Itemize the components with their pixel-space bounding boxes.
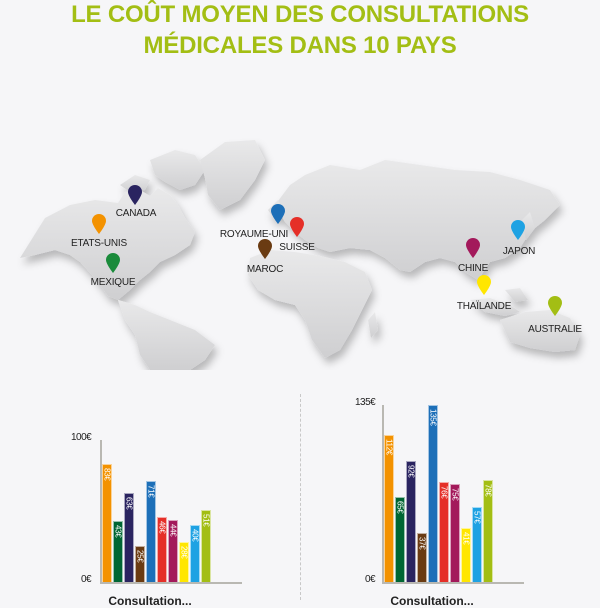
bar: 28€: [179, 542, 189, 582]
country-label: ROYAUME-UNI: [219, 229, 289, 240]
bar: 63€: [124, 493, 134, 582]
bar-value-label: 135€: [428, 409, 438, 426]
bar-value-label: 51€: [201, 514, 211, 527]
map-pin-icon: [270, 203, 286, 225]
country-label: SUISSE: [279, 242, 315, 253]
map-pin-icon: [476, 274, 492, 296]
map-pin-icon: [465, 237, 481, 259]
world-map: [0, 80, 600, 370]
title-line-1: LE COÛT MOYEN DES CONSULTATIONS: [71, 1, 529, 28]
title-line-2: MÉDICALES DANS 10 PAYS: [143, 32, 457, 59]
bar: 92€: [406, 461, 416, 582]
bar: 43€: [113, 521, 123, 582]
bar-value-label: 40€: [190, 529, 200, 542]
bar: 37€: [417, 533, 427, 582]
country-label: JAPON: [502, 246, 536, 257]
bar: 75€: [450, 484, 460, 582]
x-axis-caption: Consultation...: [108, 594, 192, 608]
bar-value-label: 92€: [406, 465, 416, 478]
bar-value-label: 78€: [483, 484, 493, 497]
bar: 25€: [135, 546, 145, 582]
bar-value-label: 63€: [124, 497, 134, 510]
country-label: ETATS-UNIS: [71, 238, 127, 249]
country-label: AUSTRALIE: [528, 324, 582, 335]
y-tick-min: 0€: [365, 574, 376, 585]
bar-value-label: 71€: [146, 485, 156, 498]
y-axis: [100, 440, 102, 582]
bar: 76€: [439, 482, 449, 582]
bar: 44€: [168, 520, 178, 582]
map-pin-icon: [105, 252, 121, 274]
bar: 65€: [395, 497, 405, 582]
bar: 78€: [483, 480, 493, 582]
bar-value-label: 65€: [395, 501, 405, 514]
map-pin-icon: [257, 238, 273, 260]
bar-value-label: 76€: [439, 486, 449, 499]
map-pin-icon: [547, 295, 563, 317]
x-axis: [382, 582, 524, 584]
map-pin-icon: [510, 219, 526, 241]
bar-value-label: 41€: [461, 532, 471, 545]
country-label: CHINE: [457, 263, 489, 274]
country-label: MEXIQUE: [90, 277, 136, 288]
bar: 40€: [190, 525, 200, 582]
country-label: MAROC: [246, 264, 284, 275]
y-tick-min: 0€: [81, 574, 92, 585]
map-pin-icon: [289, 216, 305, 238]
bar-value-label: 75€: [450, 488, 460, 501]
world-map-shape: [20, 140, 580, 370]
bar-value-label: 28€: [179, 546, 189, 559]
map-pin-icon: [91, 213, 107, 235]
bar: 83€: [102, 464, 112, 582]
bar-value-label: 43€: [113, 525, 123, 538]
y-tick-max: 135€: [355, 397, 376, 408]
bar-value-label: 83€: [102, 468, 112, 481]
bar-value-label: 46€: [157, 521, 167, 534]
bar-value-label: 44€: [168, 524, 178, 537]
bar-value-label: 37€: [417, 537, 427, 550]
bar: 51€: [201, 510, 211, 582]
x-axis-caption: Consultation...: [390, 594, 474, 608]
y-axis: [382, 405, 384, 582]
map-pin-icon: [127, 184, 143, 206]
bar: 57€: [472, 507, 482, 582]
bar-value-label: 112€: [384, 439, 394, 456]
bar: 71€: [146, 481, 156, 582]
bar-value-label: 25€: [135, 550, 145, 563]
country-label: THAÏLANDE: [456, 301, 512, 312]
country-label: CANADA: [115, 208, 157, 219]
x-axis: [100, 582, 242, 584]
bar-value-label: 57€: [472, 511, 482, 524]
bar: 135€: [428, 405, 438, 582]
chart-divider: [300, 394, 301, 600]
bar: 41€: [461, 528, 471, 582]
page-title: LE COÛT MOYEN DES CONSULTATIONS MÉDICALE…: [0, 0, 600, 61]
y-tick-max: 100€: [71, 432, 92, 443]
bar: 46€: [157, 517, 167, 582]
bar: 112€: [384, 435, 394, 582]
